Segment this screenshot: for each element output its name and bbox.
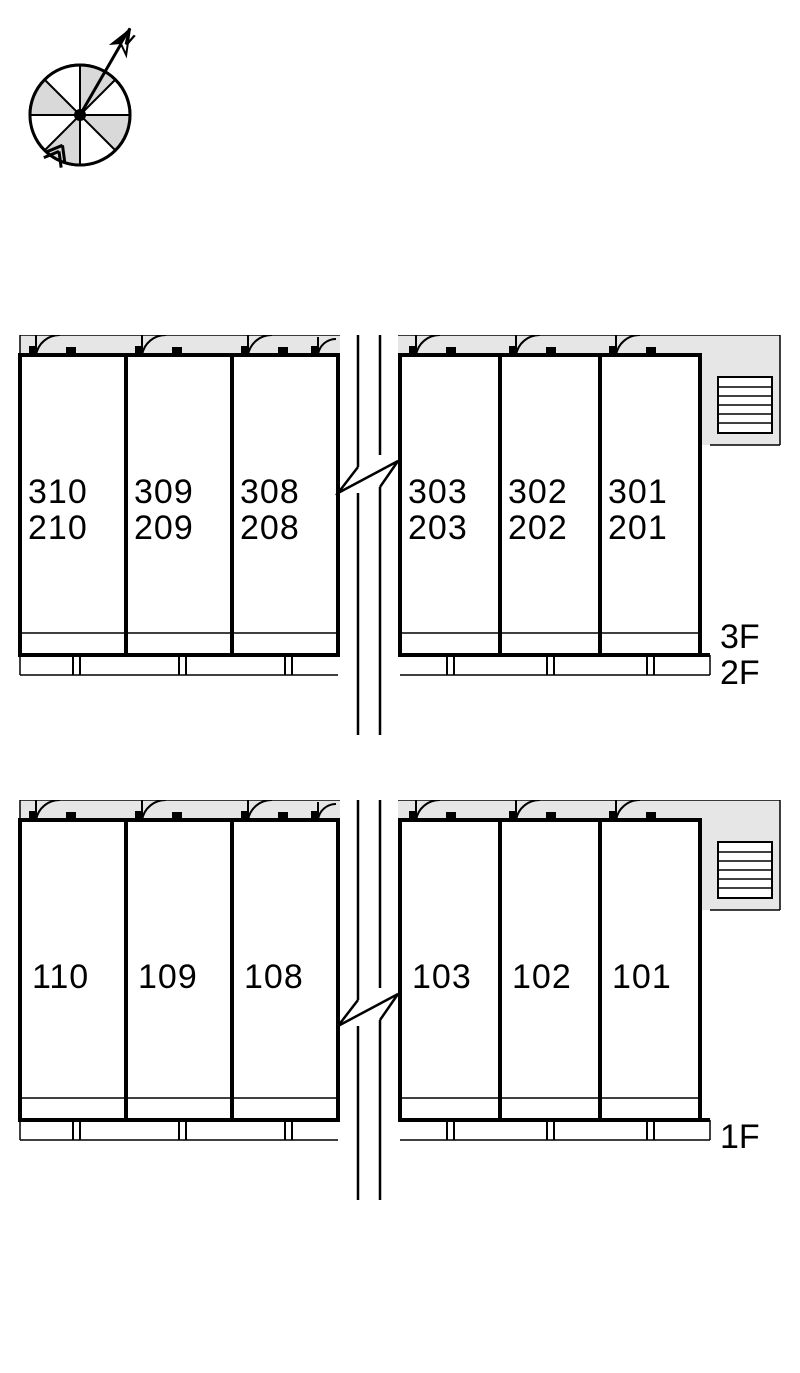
unit-309-209: 309209 [134, 475, 194, 546]
unit-108: 108 [244, 960, 304, 996]
unit-310-210: 310210 [28, 475, 88, 546]
stairs-icon [718, 377, 772, 433]
unit-101: 101 [612, 960, 672, 996]
floor-block-upper [0, 335, 800, 695]
floor-label-3f: 3F [720, 618, 760, 657]
floor-block-lower [0, 800, 800, 1160]
unit-302-202: 302202 [508, 475, 568, 546]
unit-103: 103 [412, 960, 472, 996]
unit-102: 102 [512, 960, 572, 996]
stairs-icon [718, 842, 772, 898]
unit-301-201: 301201 [608, 475, 668, 546]
unit-110: 110 [32, 960, 89, 996]
floor-label-2f: 2F [720, 654, 760, 693]
unit-109: 109 [138, 960, 198, 996]
unit-303-203: 303203 [408, 475, 468, 546]
unit-308-208: 308208 [240, 475, 300, 546]
floor-label-1f: 1F [720, 1118, 760, 1157]
compass-rose: N [20, 10, 170, 185]
